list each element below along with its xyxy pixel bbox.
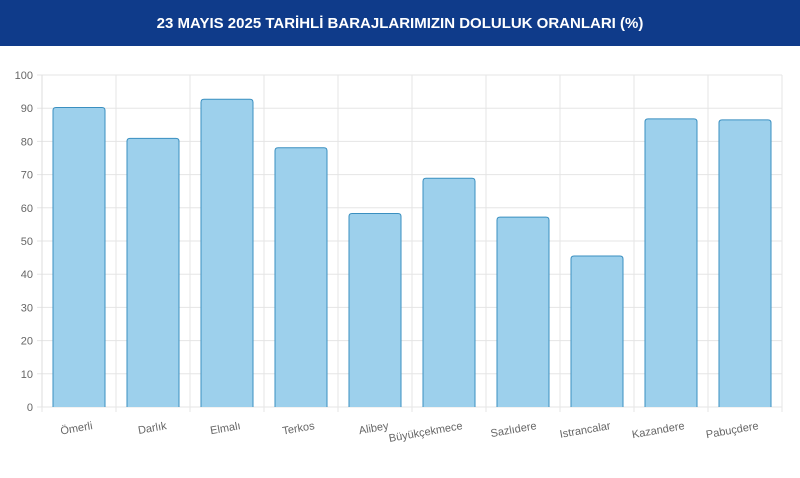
y-tick-label: 0 [27, 402, 33, 414]
y-tick-label: 40 [21, 269, 33, 281]
bar [52, 107, 106, 407]
x-tick-label: Kazandere [631, 420, 685, 441]
y-tick-label: 70 [21, 170, 33, 182]
y-tick-label: 60 [21, 203, 33, 215]
bar [718, 119, 772, 407]
y-tick-label: 30 [21, 302, 33, 314]
chart-title: 23 MAYIS 2025 TARİHLİ BARAJLARIMIZIN DOL… [0, 0, 800, 46]
x-tick-label: Ömerli [60, 420, 94, 437]
y-tick-label: 90 [21, 103, 33, 115]
bar [644, 118, 698, 407]
x-tick-label: Darlık [137, 420, 168, 437]
x-tick-label: Terkos [282, 420, 316, 438]
y-tick-label: 80 [21, 136, 33, 148]
bar [348, 212, 402, 407]
bar [422, 177, 476, 407]
bar [496, 216, 550, 407]
y-tick-label: 50 [21, 236, 33, 248]
x-tick-label: Istrancalar [559, 420, 612, 441]
y-tick-label: 10 [21, 369, 33, 381]
bar [570, 255, 624, 407]
x-tick-label: Büyükçekmece [388, 420, 464, 445]
y-tick-label: 20 [21, 336, 33, 348]
x-tick-label: Pabuçdere [705, 420, 759, 441]
x-tick-label: Alibey [358, 420, 390, 437]
bar [274, 147, 328, 407]
x-tick-label: Sazlıdere [490, 420, 538, 440]
bar [200, 98, 254, 407]
x-tick-label: Elmalı [209, 420, 241, 437]
y-tick-label: 100 [15, 70, 33, 82]
bar [126, 137, 180, 407]
